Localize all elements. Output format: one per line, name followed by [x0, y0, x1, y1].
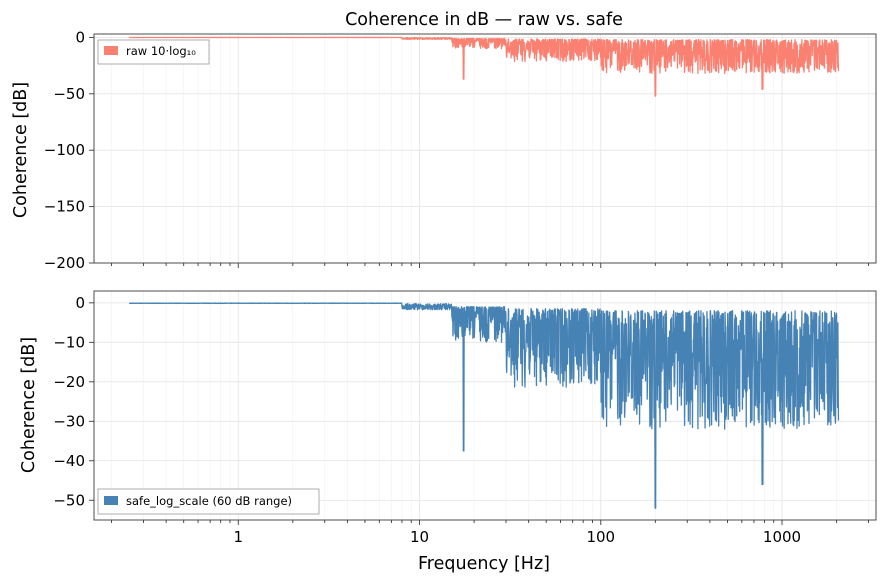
y-tick-label: −150 — [44, 198, 85, 216]
top-legend-label: raw 10·log₁₀ — [126, 44, 196, 58]
y-tick-label: −20 — [53, 373, 85, 391]
y-tick-label: −10 — [53, 333, 85, 351]
x-tick-label: 10 — [410, 528, 429, 546]
bottom-y-ticks: 0 −10 −20 −30 −40 −50 — [53, 294, 94, 509]
bottom-legend-label: safe_log_scale (60 dB range) — [126, 494, 292, 508]
y-tick-label: −50 — [53, 491, 85, 509]
top-legend: raw 10·log₁₀ — [97, 39, 210, 65]
y-tick-label: −40 — [53, 452, 85, 470]
x-axis-label: Frequency [Hz] — [418, 554, 550, 574]
top-y-axis-label: Coherence [dB] — [11, 82, 31, 218]
x-tick-label: 1000 — [763, 528, 801, 546]
y-tick-label: −50 — [53, 85, 85, 103]
bottom-legend-box — [97, 488, 320, 515]
bottom-panel: 0 −10 −20 −30 −40 −50 1 10 100 1000 Coherence [d… — [19, 290, 877, 574]
top-axes-frame — [93, 33, 877, 264]
chart-title: Coherence in dB — raw vs. safe — [345, 10, 623, 30]
top-y-ticks: 0 −50 −100 −150 −200 — [44, 28, 94, 272]
coherence-line — [128, 36, 840, 97]
x-tick-label: 100 — [586, 528, 615, 546]
top-panel: Coherence in dB — raw vs. safe 0 −50 −100 −… — [11, 10, 877, 272]
minor-gridlines — [111, 34, 869, 263]
bottom-legend-swatch — [104, 496, 118, 505]
coherence-line — [128, 302, 840, 509]
safe-series-group — [128, 302, 840, 509]
y-tick-label: 0 — [75, 28, 85, 46]
top-legend-swatch — [104, 46, 118, 55]
bottom-legend: safe_log_scale (60 dB range) — [97, 488, 320, 515]
y-tick-label: −200 — [44, 254, 85, 272]
x-tick-label: 1 — [233, 528, 243, 546]
raw-series-group — [128, 36, 840, 97]
bottom-y-axis-label: Coherence [dB] — [19, 337, 39, 473]
bottom-x-ticks: 1 10 100 1000 — [111, 520, 869, 546]
bottom-axes-frame — [93, 290, 877, 521]
y-tick-label: −100 — [44, 141, 85, 159]
y-tick-label: −30 — [53, 412, 85, 430]
y-tick-label: 0 — [75, 294, 85, 312]
top-x-ticks — [111, 263, 869, 268]
